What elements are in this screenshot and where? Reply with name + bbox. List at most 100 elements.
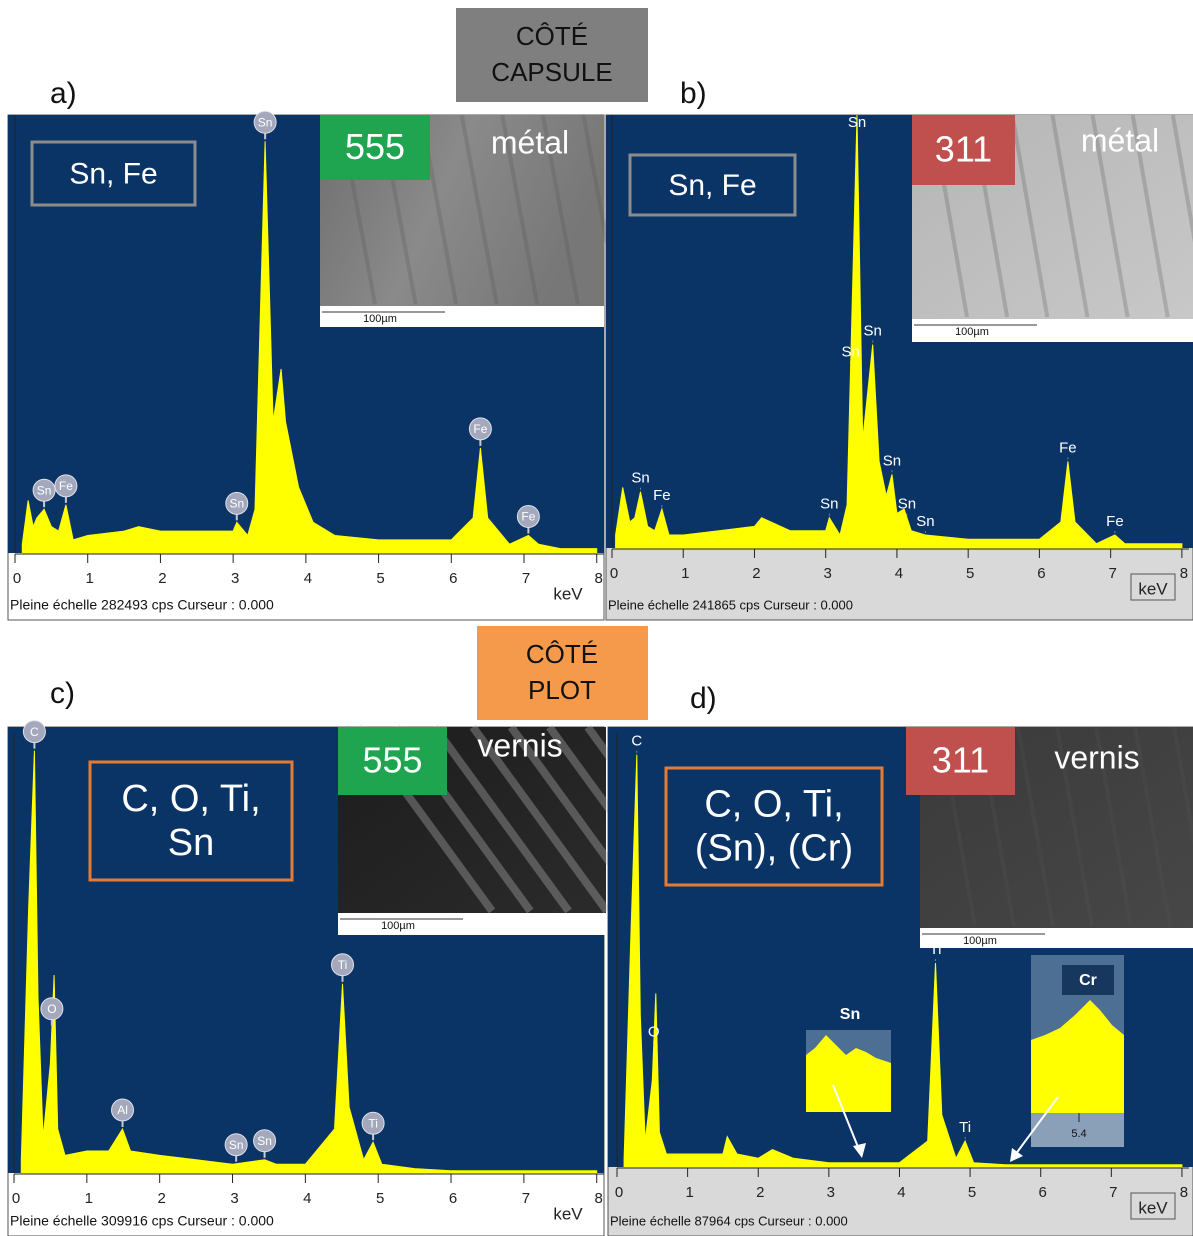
- x-tick-label: 8: [595, 570, 603, 587]
- panel-label: c): [50, 677, 75, 710]
- inset-texture: [469, 724, 611, 914]
- peak-label: Sn: [229, 1138, 244, 1152]
- peak-label: Sn: [229, 497, 244, 511]
- sample-box: [906, 727, 1015, 795]
- peak-label: Sn: [898, 496, 916, 513]
- footer: Pleine échelle 309916 cps Curseur : 0.00…: [10, 1213, 274, 1229]
- peak-bubble: [516, 504, 540, 528]
- x-unit: keV: [553, 584, 583, 603]
- peak-bubble: [225, 491, 249, 515]
- surface-label: métal: [1081, 122, 1159, 158]
- x-tick-label: 3: [230, 1190, 238, 1207]
- element-text: Sn, Fe: [69, 157, 157, 190]
- zoom-arrow: [1014, 1096, 1059, 1156]
- inset-texture: [1090, 114, 1130, 318]
- x-tick-label: 1: [86, 570, 94, 587]
- x-tick-label: 1: [685, 1184, 693, 1201]
- peak-bubble: [253, 110, 277, 134]
- x-tick-label: 3: [827, 1184, 835, 1201]
- peak-label: Sn: [883, 452, 901, 469]
- x-tick-label: 1: [85, 1190, 93, 1207]
- peak-label: Ti: [959, 1119, 971, 1136]
- x-tick-label: 5: [376, 570, 384, 587]
- footer: Pleine échelle 282493 cps Curseur : 0.00…: [10, 597, 274, 613]
- x-tick-label: 4: [895, 565, 903, 582]
- inset-texture: [1170, 114, 1193, 243]
- top-label-box: [456, 8, 648, 102]
- element-box: [88, 760, 294, 882]
- sample-label: 555: [345, 126, 405, 167]
- panel-label: b): [680, 77, 707, 110]
- x-tick-label: 6: [1037, 565, 1045, 582]
- x-tick-label: 2: [752, 565, 760, 582]
- bottom-label-box: [477, 626, 648, 720]
- peak-label: Ti: [930, 941, 942, 958]
- peak-label: Fe: [521, 510, 535, 524]
- sample-box: [338, 727, 447, 795]
- arrow-head: [1010, 1148, 1023, 1162]
- sample-label: 555: [362, 740, 422, 781]
- peak-label: Sn: [257, 1134, 272, 1148]
- peak-bubble: [224, 1133, 248, 1157]
- peak-label: C: [30, 725, 39, 739]
- peak-bubble: [468, 417, 492, 441]
- x-tick-label: 8: [1180, 565, 1188, 582]
- zoom-signal: [806, 1035, 891, 1112]
- x-tick-label: 8: [595, 1190, 603, 1207]
- x-tick-label: 0: [615, 1184, 623, 1201]
- peak-label: Fe: [653, 487, 671, 504]
- element-box: [664, 766, 884, 887]
- spectrum: [21, 141, 598, 554]
- inset-texture: [500, 114, 540, 305]
- panel-label: a): [50, 77, 77, 110]
- peak-label: Ti: [338, 958, 348, 972]
- scale-bar-label: 100µm: [381, 920, 415, 932]
- peak-label: Sn: [631, 470, 649, 487]
- peak-label: C: [631, 733, 642, 750]
- sample-box: [320, 115, 430, 180]
- scale-bar-label: 100µm: [363, 313, 397, 325]
- footer: Pleine échelle 87964 cps Curseur : 0.000: [610, 1213, 848, 1228]
- peak-label: Fe: [59, 479, 73, 493]
- peak-bubble: [54, 474, 78, 498]
- panels: a) 0 1 2 3 4 5 6 7 8 Pleine échelle 282493 cps Cur…: [7, 77, 1193, 1236]
- scale-bar-label: 100µm: [963, 935, 997, 947]
- peak-label: Fe: [1059, 439, 1077, 456]
- top-label: CAPSULE: [491, 57, 612, 87]
- x-tick-label: 8: [1180, 1184, 1188, 1201]
- footer: Pleine échelle 241865 cps Curseur : 0.00…: [608, 597, 853, 612]
- x-tick-label: 7: [1108, 565, 1116, 582]
- x-tick-label: 5: [968, 1184, 976, 1201]
- bottom-label: PLOT: [528, 675, 596, 705]
- x-tick-label: 3: [231, 570, 239, 587]
- inset-texture: [1055, 726, 1094, 927]
- peak-label: Sn: [916, 513, 934, 530]
- unit-box: [1130, 1192, 1176, 1220]
- x-tick-label: 2: [158, 1190, 166, 1207]
- peak-bubble: [111, 1098, 135, 1122]
- sample-label: 311: [932, 740, 989, 781]
- peak-bubble: [361, 1111, 385, 1135]
- element-box: [30, 140, 197, 207]
- inset-texture: [431, 724, 572, 914]
- inset-texture: [1050, 114, 1090, 318]
- x-unit: keV: [1138, 1198, 1168, 1217]
- x-tick-label: 6: [449, 570, 457, 587]
- element-text: (Sn), (Cr): [695, 827, 853, 869]
- x-tick-label: 2: [756, 1184, 764, 1201]
- peak-label: Sn: [841, 343, 859, 360]
- peak-label: Fe: [1106, 513, 1124, 530]
- x-tick-label: 5: [376, 1190, 384, 1207]
- inset-texture: [1010, 114, 1050, 318]
- peak-bubble: [22, 720, 46, 744]
- peak-label: Sn: [820, 496, 838, 513]
- element-text: Sn, Fe: [668, 169, 756, 202]
- peak-label: Sn: [258, 115, 273, 129]
- peak-label: Ti: [368, 1116, 378, 1130]
- zoom-header: [1062, 965, 1114, 995]
- peak-bubble: [331, 953, 355, 977]
- bottom-label: CÔTÉ: [526, 639, 598, 669]
- peak-bubble: [32, 478, 56, 502]
- arrow-head: [853, 1143, 866, 1158]
